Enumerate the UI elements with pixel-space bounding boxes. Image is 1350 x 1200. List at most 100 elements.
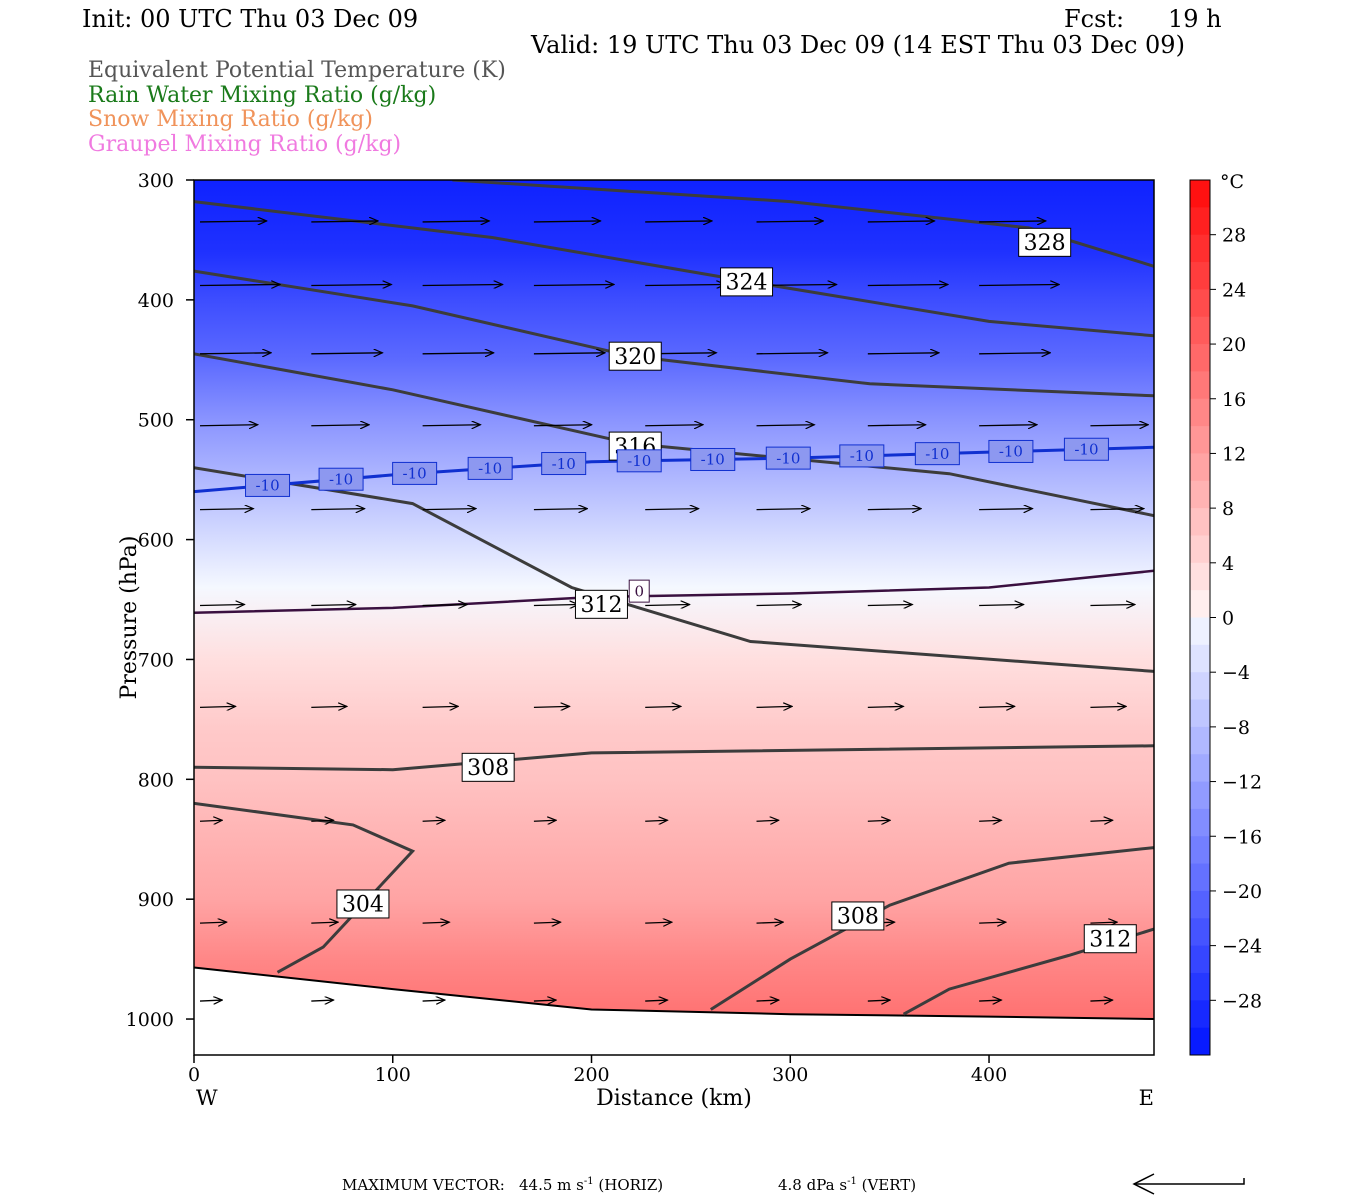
axes: 300 400 500 600 700 800 900 1000 0 100 200 300 400 Di… <box>117 170 1155 1111</box>
x-tick-label: 400 <box>971 1064 1007 1086</box>
isotherm-zero-label-text: 0 <box>634 582 644 600</box>
colorbar-tick-label: −20 <box>1222 881 1262 903</box>
isotherm-minus-10-label-text: -10 <box>1074 441 1098 459</box>
theta-e-label: 324 <box>720 267 774 297</box>
max-vector-vert: 4.8 dPa s-1 (VERT) <box>778 1176 917 1194</box>
wind-vector <box>422 425 481 426</box>
colorbar-band <box>1190 808 1210 837</box>
colorbar-band <box>1190 672 1210 701</box>
colorbar-band <box>1190 754 1210 783</box>
y-tick-label: 500 <box>138 410 174 432</box>
wind-vector <box>867 1000 890 1001</box>
y-tick-label: 900 <box>138 889 174 911</box>
colorbar-band <box>1190 398 1210 427</box>
theta-e-label: 328 <box>1018 227 1072 257</box>
x-tick-label: 0 <box>188 1064 200 1086</box>
isotherm-minus-10-label: -10 <box>245 473 291 497</box>
init-time: Init: 00 UTC Thu 03 Dec 09 <box>82 5 419 33</box>
wind-vector <box>422 509 476 510</box>
colorbar-band <box>1190 480 1210 509</box>
wind-vector <box>199 820 222 821</box>
theta-e-label-box <box>336 889 390 919</box>
wind-vector <box>199 1000 222 1001</box>
colorbar-band <box>1190 590 1210 618</box>
east-label: E <box>1139 1086 1154 1110</box>
isotherm-zero-label: 0 <box>628 579 650 603</box>
field-graupel: Graupel Mixing Ratio (g/kg) <box>88 132 402 157</box>
colorbar-band <box>1190 726 1210 755</box>
wind-vector <box>422 1000 445 1001</box>
wind-vector <box>979 509 1032 510</box>
terrain-line <box>193 966 1155 1020</box>
y-tick-label: 300 <box>138 170 174 192</box>
colorbar-band <box>1190 289 1210 318</box>
wind-vector <box>311 284 391 285</box>
wind-vector <box>533 425 592 426</box>
field-theta-e: Equivalent Potential Temperature (K) <box>88 58 506 83</box>
colorbar-tick-label: −24 <box>1222 936 1262 958</box>
y-tick-label: 1000 <box>126 1009 174 1031</box>
plot-frame <box>193 179 1155 1056</box>
forecast-hour: 19 h <box>1168 5 1222 33</box>
colorbar-band <box>1190 1027 1210 1056</box>
wind-vector <box>645 425 703 426</box>
x-tick-label: 300 <box>772 1064 808 1086</box>
colorbar-band <box>1190 535 1210 564</box>
wind-vector <box>979 706 1015 707</box>
theta-e-label-text: 304 <box>342 893 384 918</box>
x-axis-label: Distance (km) <box>596 1086 752 1111</box>
wind-vector <box>979 353 1050 354</box>
theta-e-label-text: 328 <box>1024 231 1066 256</box>
colorbar-band <box>1190 972 1210 1001</box>
wind-vector <box>533 221 601 222</box>
wind-vector <box>311 509 364 510</box>
wind-vector <box>311 1000 333 1001</box>
wind-vector <box>979 1000 1001 1001</box>
isotherm-minus-10-label-box <box>914 442 960 466</box>
wind-vector <box>199 221 267 222</box>
forecast-label: Fcst: <box>1064 5 1125 33</box>
wind-vector <box>199 425 258 426</box>
theta-e-label-text: 324 <box>726 271 768 296</box>
isotherm-minus-10-label-text: -10 <box>329 470 353 488</box>
wind-vector <box>867 706 904 707</box>
colorbar-tick-label: −12 <box>1222 772 1262 794</box>
colorbar: 28 24 20 16 12 8 4 0 −4 −8 −12 −16 −20 −24 −28 °C <box>1189 171 1262 1056</box>
isotherm-minus-10-label-box <box>318 467 364 491</box>
wind-vector <box>533 706 570 707</box>
wind-vector <box>311 605 355 606</box>
colorbar-band <box>1190 234 1210 263</box>
wind-vector <box>311 820 333 821</box>
wind-vector <box>422 820 445 821</box>
max-vector-label: MAXIMUM VECTOR: <box>342 1176 505 1194</box>
colorbar-tick-label: −8 <box>1222 717 1250 739</box>
theta-e-label-text: 312 <box>1089 927 1131 952</box>
colorbar-band <box>1190 453 1210 482</box>
wind-vector <box>645 284 725 285</box>
theta-e-label-box <box>574 589 628 619</box>
colorbar-band <box>1190 699 1210 728</box>
wind-vector <box>533 605 578 606</box>
isotherm-minus-10-label-box <box>1063 437 1109 461</box>
theta-e-label: 304 <box>336 889 390 919</box>
wind-vector <box>533 353 605 354</box>
wind-vector <box>311 922 338 923</box>
wind-vector <box>756 353 828 354</box>
colorbar-tick-label: 8 <box>1222 498 1234 520</box>
x-tick-label: 200 <box>573 1064 609 1086</box>
wind-vector <box>199 284 280 285</box>
y-tick-label: 800 <box>138 769 174 791</box>
wind-vector <box>756 1000 779 1001</box>
wind-vector <box>1090 425 1148 426</box>
colorbar-band <box>1190 344 1210 372</box>
wind-vector <box>756 221 824 222</box>
colorbar-band <box>1190 562 1210 591</box>
wind-vector <box>1090 922 1117 923</box>
theta-e-label-box <box>831 901 885 931</box>
wind-vector <box>756 820 779 821</box>
wind-vector <box>756 425 815 426</box>
wind-vector <box>645 820 667 821</box>
wind-vector <box>756 706 793 707</box>
isotherm-minus-10-label-text: -10 <box>552 455 576 473</box>
wind-vector <box>533 284 614 285</box>
